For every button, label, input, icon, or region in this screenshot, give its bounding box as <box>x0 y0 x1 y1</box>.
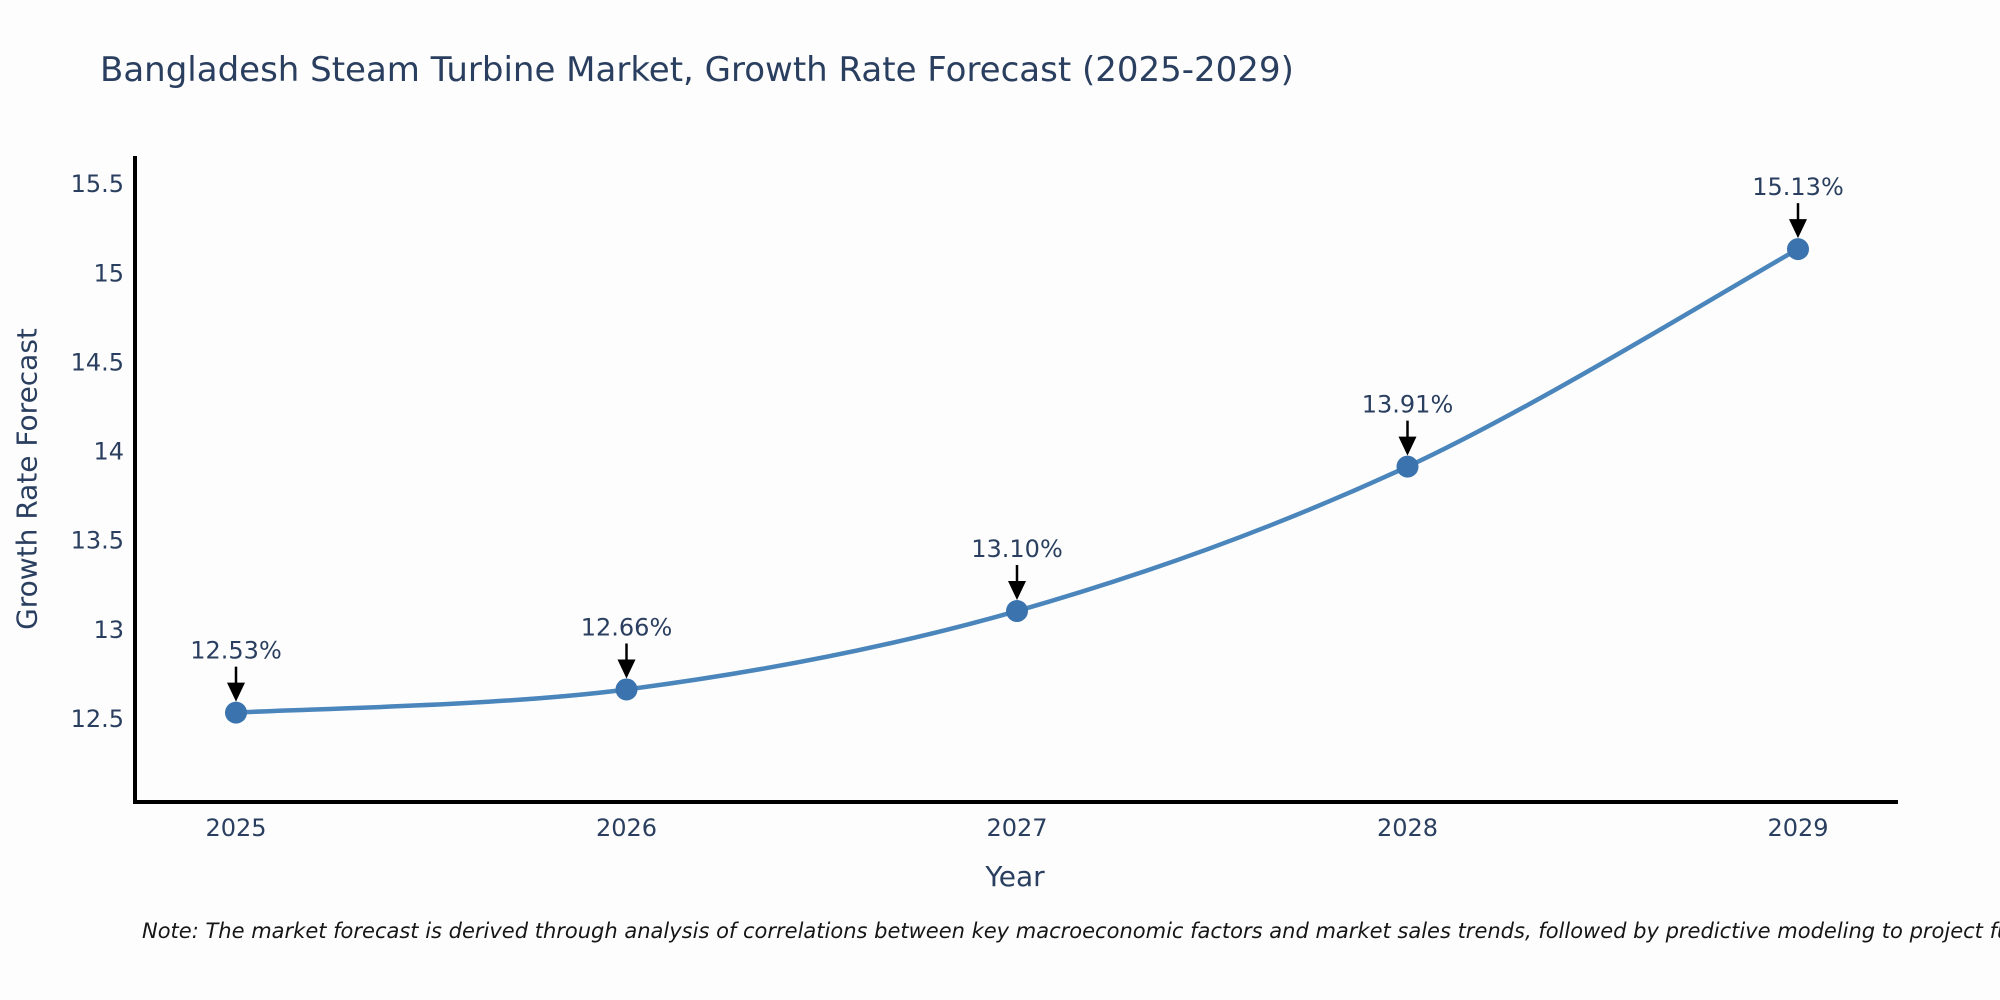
chart-title: Bangladesh Steam Turbine Market, Growth … <box>100 50 1294 90</box>
x-tick-label: 2029 <box>1767 814 1828 842</box>
annotation-arrow-head <box>617 659 636 679</box>
data-point-label: 13.91% <box>1362 391 1454 419</box>
data-point-marker <box>1006 600 1028 623</box>
data-point-label: 15.13% <box>1752 173 1844 201</box>
data-point-label: 13.10% <box>971 535 1063 563</box>
data-point-marker <box>1396 455 1419 478</box>
y-tick-label: 15 <box>93 259 124 287</box>
annotation-arrow-head <box>1789 219 1807 239</box>
footnote: Note: The market forecast is derived thr… <box>142 919 2000 943</box>
x-tick-label: 2026 <box>596 814 657 842</box>
data-point-label: 12.66% <box>581 613 673 641</box>
forecast-line <box>233 246 1801 715</box>
y-tick-label: 13 <box>93 616 124 644</box>
x-tick-label: 2027 <box>986 814 1047 842</box>
data-point-marker <box>1787 238 1809 261</box>
y-tick-label: 15.5 <box>71 170 124 198</box>
data-point-marker <box>615 678 638 701</box>
annotation-arrow-head <box>227 682 245 702</box>
x-axis-title: Year <box>985 860 1045 893</box>
y-tick-label: 14 <box>93 438 124 466</box>
y-tick-label: 13.5 <box>71 527 124 555</box>
y-tick-label: 12.5 <box>71 705 124 733</box>
annotation-arrow-head <box>1008 581 1026 601</box>
annotation-arrow-head <box>1398 436 1417 456</box>
y-tick-label: 14.5 <box>71 348 124 376</box>
x-tick-label: 2025 <box>205 814 266 842</box>
data-point-marker <box>225 701 247 724</box>
x-tick-label: 2028 <box>1377 814 1438 842</box>
data-point-label: 12.53% <box>190 637 282 665</box>
